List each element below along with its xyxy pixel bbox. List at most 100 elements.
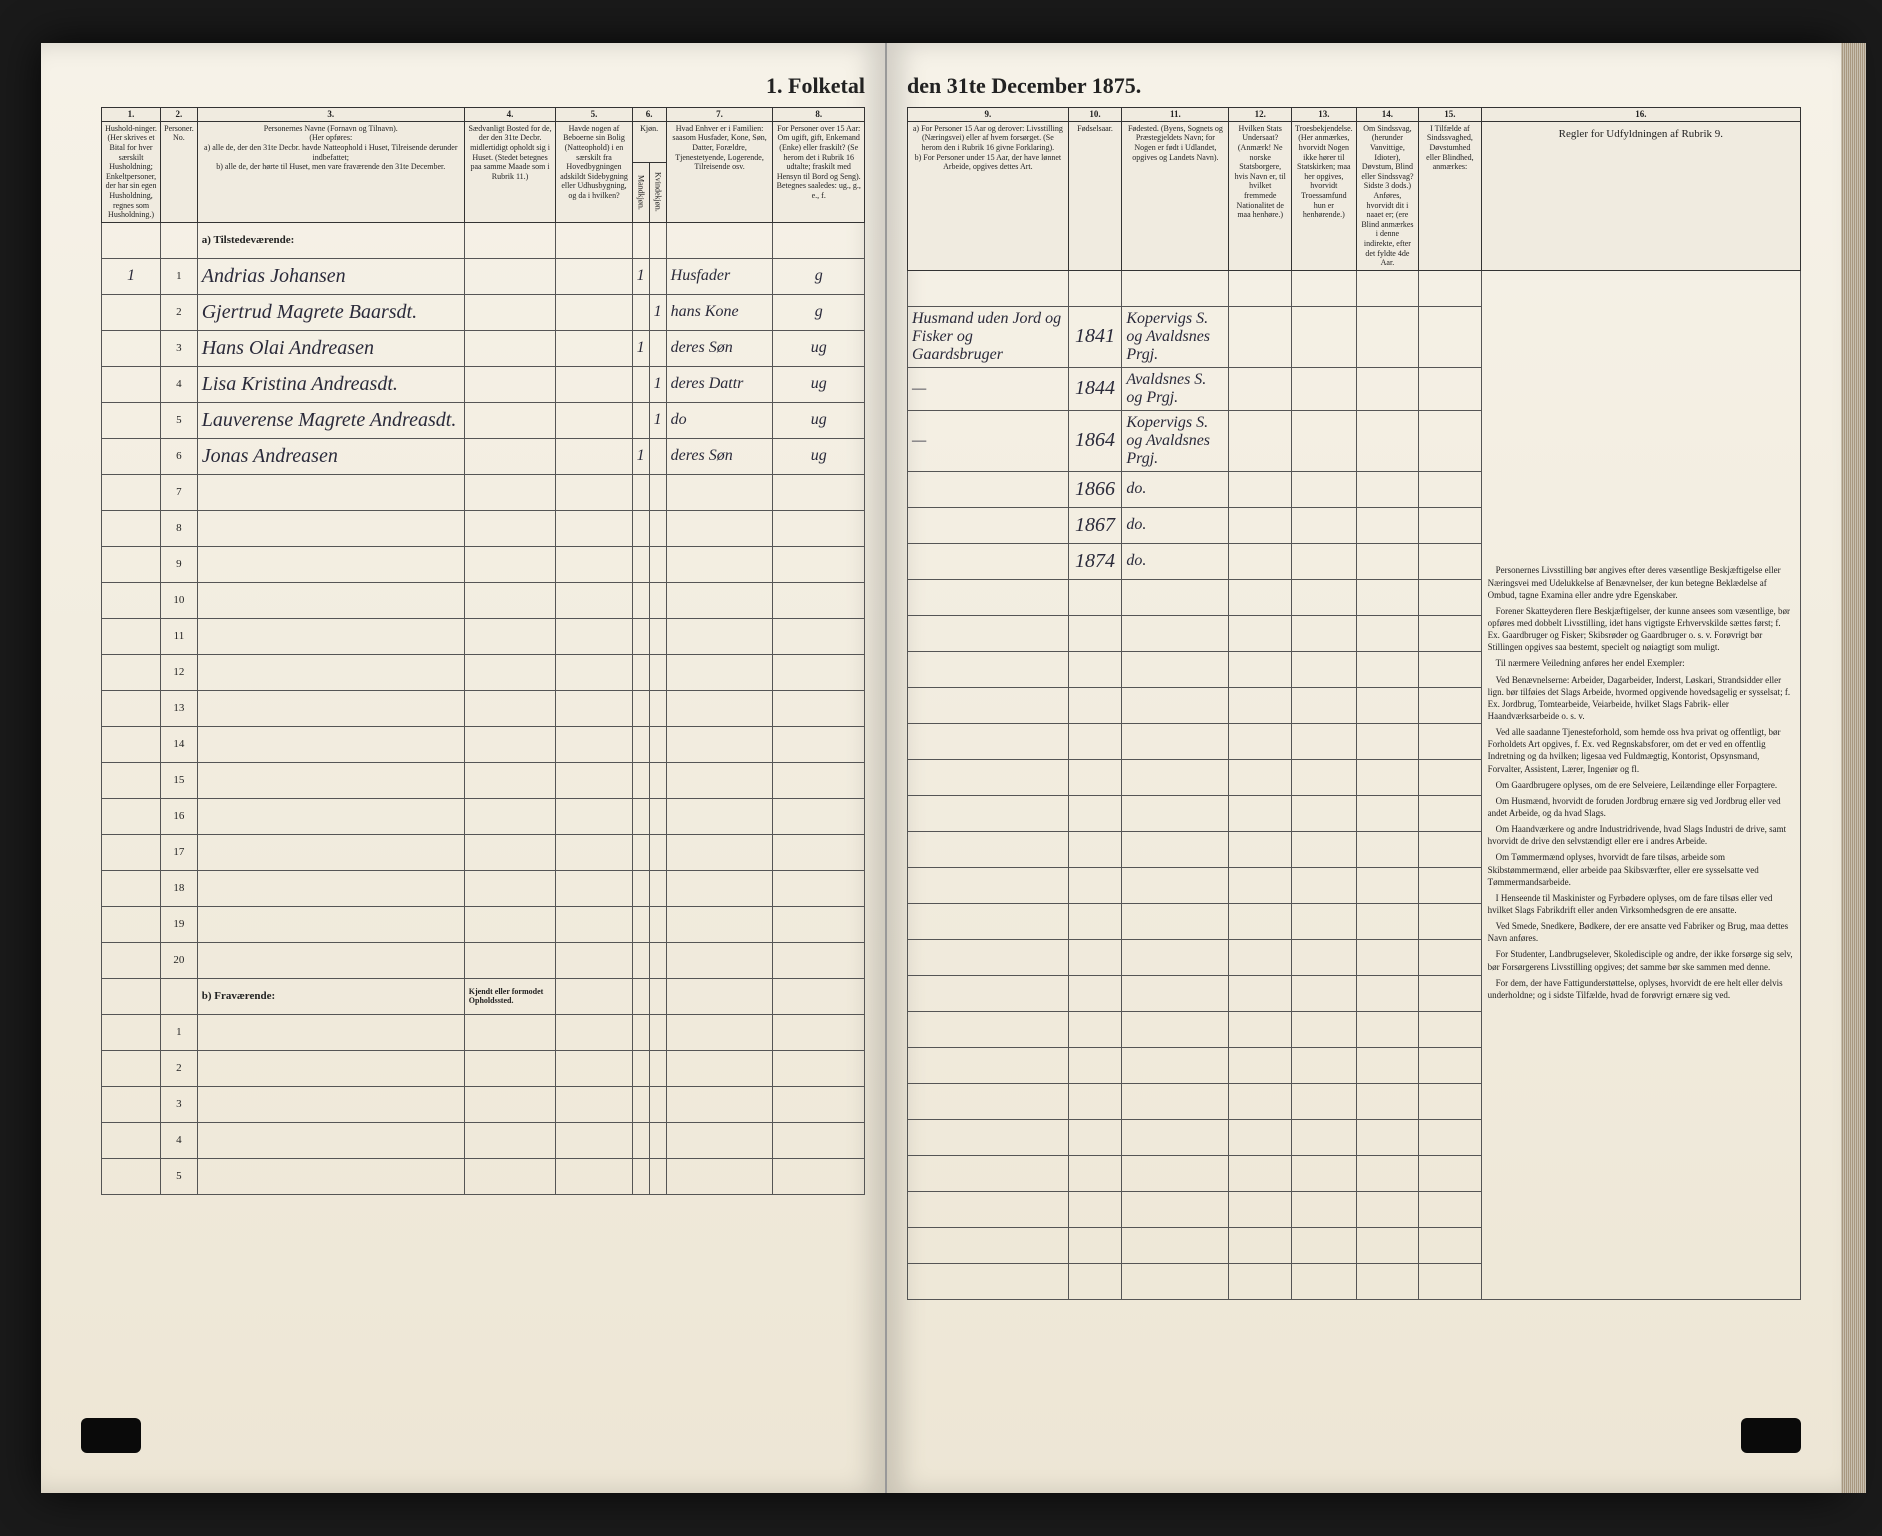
person-num: 7	[161, 474, 198, 510]
table-row: 2 Gjertrud Magrete Baarsdt. 1 hans Kone …	[102, 294, 865, 330]
marital: ug	[773, 330, 865, 366]
person-num: 1	[161, 1014, 198, 1050]
person-num: 19	[161, 906, 198, 942]
disability	[1356, 507, 1419, 543]
birthplace: Kopervigs S. og Avaldsnes Prgj.	[1122, 306, 1229, 367]
binding-clip	[1741, 1418, 1801, 1453]
table-row: 18	[102, 870, 865, 906]
header-col5: Havde nogen af Beboerne sin Bolig (Natte…	[556, 121, 632, 222]
sex-f: 1	[649, 294, 666, 330]
person-num: 10	[161, 582, 198, 618]
citizenship	[1229, 507, 1292, 543]
census-book: 1. Folketal 1. 2. 3. 4. 5. 6. 7. 8. Hush…	[41, 43, 1841, 1493]
instructions-text: Personernes Livsstilling bør angives eft…	[1481, 270, 1800, 1299]
table-row: 16	[102, 798, 865, 834]
occupation: —	[908, 367, 1069, 410]
table-row: 3 Hans Olai Andreasen 1 deres Søn ug	[102, 330, 865, 366]
family-role: deres Dattr	[666, 366, 773, 402]
right-page: den 31te December 1875. 9. 10. 11. 12. 1…	[887, 43, 1841, 1493]
person-num: 11	[161, 618, 198, 654]
table-row: 15	[102, 762, 865, 798]
person-num: 9	[161, 546, 198, 582]
table-row: 19	[102, 906, 865, 942]
col-num: 2.	[161, 108, 198, 122]
person-name: Jonas Andreasen	[197, 438, 464, 474]
sex-f	[649, 258, 666, 294]
col-num: 1.	[102, 108, 161, 122]
header-col16: Regler for Udfyldningen af Rubrik 9.	[1481, 121, 1800, 270]
sex-m	[632, 366, 649, 402]
header-col3: Personernes Navne (Fornavn og Tilnavn). …	[197, 121, 464, 222]
disability	[1356, 471, 1419, 507]
family-role: hans Kone	[666, 294, 773, 330]
table-row: 4	[102, 1122, 865, 1158]
col-num: 15.	[1419, 108, 1482, 122]
birthplace: Avaldsnes S. og Prgj.	[1122, 367, 1229, 410]
person-num: 13	[161, 690, 198, 726]
birthplace: do.	[1122, 507, 1229, 543]
col-num: 14.	[1356, 108, 1419, 122]
marital: g	[773, 258, 865, 294]
binding-clip	[81, 1418, 141, 1453]
disability-note	[1419, 306, 1482, 367]
col-num: 8.	[773, 108, 865, 122]
sex-f: 1	[649, 366, 666, 402]
disability-note	[1419, 410, 1482, 471]
page-title-left: 1. Folketal	[101, 73, 865, 99]
household-num	[102, 330, 161, 366]
occupation: Husmand uden Jord og Fisker og Gaardsbru…	[908, 306, 1069, 367]
col-num: 5.	[556, 108, 632, 122]
person-name: Andrias Johansen	[197, 258, 464, 294]
person-num: 3	[161, 330, 198, 366]
table-row: 14	[102, 726, 865, 762]
household-num	[102, 366, 161, 402]
table-row: 11	[102, 618, 865, 654]
person-num: 18	[161, 870, 198, 906]
disability-note	[1419, 367, 1482, 410]
family-role: Husfader	[666, 258, 773, 294]
table-row: 12	[102, 654, 865, 690]
col-num: 12.	[1229, 108, 1292, 122]
birthplace: Kopervigs S. og Avaldsnes Prgj.	[1122, 410, 1229, 471]
table-row: 8	[102, 510, 865, 546]
section-b-col4: Kjendt eller formodet Opholdssted.	[464, 978, 556, 1014]
birthplace: do.	[1122, 471, 1229, 507]
citizenship	[1229, 471, 1292, 507]
header-col13: Troesbekjendelse. (Her anmærkes, hvorvid…	[1291, 121, 1356, 270]
building	[556, 402, 632, 438]
sex-m	[632, 294, 649, 330]
person-num: 20	[161, 942, 198, 978]
header-col4: Sædvanligt Bosted for de, der den 31te D…	[464, 121, 556, 222]
header-col9: a) For Personer 15 Aar og derover: Livss…	[908, 121, 1069, 270]
table-row: 1	[102, 1014, 865, 1050]
sex-m: 1	[632, 330, 649, 366]
residence	[464, 294, 556, 330]
section-a-label: a) Tilstedeværende:	[197, 222, 464, 258]
table-row: 7	[102, 474, 865, 510]
birth-year: 1841	[1068, 306, 1122, 367]
table-row: 5	[102, 1158, 865, 1194]
sex-m: 1	[632, 258, 649, 294]
col-num: 13.	[1291, 108, 1356, 122]
religion	[1291, 306, 1356, 367]
building	[556, 294, 632, 330]
occupation: —	[908, 410, 1069, 471]
residence	[464, 402, 556, 438]
building	[556, 438, 632, 474]
household-num: 1	[102, 258, 161, 294]
person-name: Hans Olai Andreasen	[197, 330, 464, 366]
disability-note	[1419, 471, 1482, 507]
citizenship	[1229, 306, 1292, 367]
sex-m: 1	[632, 438, 649, 474]
birth-year: 1864	[1068, 410, 1122, 471]
person-num: 2	[161, 294, 198, 330]
person-num: 4	[161, 366, 198, 402]
header-col14: Om Sindssvag, (herunder Vanvittige, Idio…	[1356, 121, 1419, 270]
disability	[1356, 306, 1419, 367]
sex-f	[649, 330, 666, 366]
person-num: 12	[161, 654, 198, 690]
person-num: 5	[161, 1158, 198, 1194]
page-edge	[1841, 43, 1866, 1493]
occupation	[908, 471, 1069, 507]
occupation	[908, 543, 1069, 579]
